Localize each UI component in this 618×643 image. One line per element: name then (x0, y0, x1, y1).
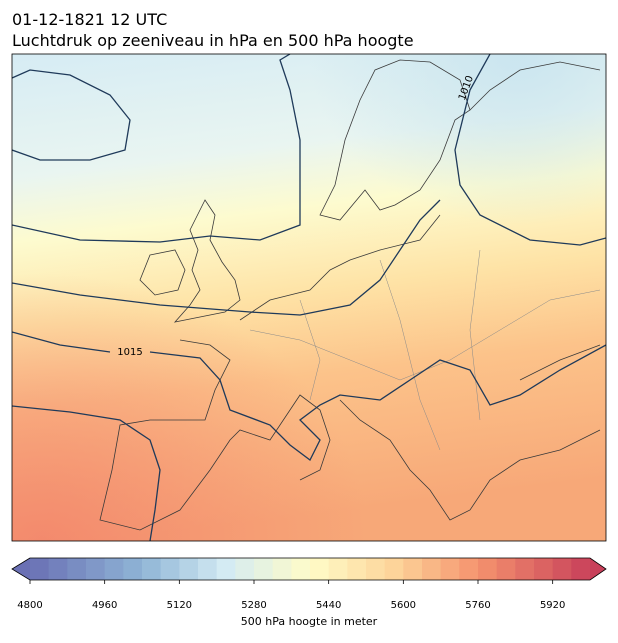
colorbar-bin (254, 558, 274, 580)
colorbar-bin (142, 558, 162, 580)
colorbar-bin (86, 558, 106, 580)
colorbar-bin (104, 558, 124, 580)
map (12, 54, 606, 541)
colorbar-bin (366, 558, 386, 580)
colorbar-bin (30, 558, 50, 580)
colorbar-bin (552, 558, 572, 580)
colorbar-bin (160, 558, 180, 580)
colorbar-bin (478, 558, 498, 580)
colorbar-tick-label: 5280 (241, 600, 266, 611)
colorbar-bin (216, 558, 236, 580)
colorbar-bin (310, 558, 330, 580)
colorbar-bin (48, 558, 68, 580)
colorbar-bin (384, 558, 404, 580)
colorbar-tick-label: 5920 (540, 600, 565, 611)
colorbar-outline (11, 557, 607, 581)
colorbar-tick-label: 5760 (465, 600, 490, 611)
colorbar-bin (291, 558, 311, 580)
title: 01-12-1821 12 UTC (12, 10, 167, 29)
colorbar-bin (403, 558, 423, 580)
colorbar-bin (422, 558, 442, 580)
colorbar-extend (12, 558, 30, 580)
contour-label: 1015 (117, 347, 142, 358)
colorbar-bin (515, 558, 535, 580)
subtitle: Luchtdruk op zeeniveau in hPa en 500 hPa… (12, 31, 414, 50)
colorbar-bin (571, 558, 591, 580)
colorbar-tick-label: 4800 (17, 600, 42, 611)
colorbar-tick-label: 5600 (391, 600, 416, 611)
colorbar-label: 500 hPa hoogte in meter (241, 615, 378, 628)
colorbar-bin (534, 558, 554, 580)
colorbar-bin (459, 558, 479, 580)
colorbar-bin (123, 558, 143, 580)
colorbar-bin (67, 558, 87, 580)
colorbar-bin (235, 558, 255, 580)
colorbar-bin (440, 558, 460, 580)
colorbar: 4800 4960 5120 5280 5440 5600 5760 5920 500 hPa … (11, 557, 607, 628)
colorbar-extend (590, 558, 606, 580)
colorbar-tick-label: 4960 (92, 600, 117, 611)
colorbar-bin (496, 558, 516, 580)
colorbar-bin (328, 558, 348, 580)
colorbar-bin (272, 558, 292, 580)
map-frame (11, 53, 607, 542)
colorbar-tick-label: 5120 (167, 600, 192, 611)
colorbar-bin (347, 558, 367, 580)
colorbar-tick-label: 5440 (316, 600, 341, 611)
colorbar-bin (179, 558, 199, 580)
colorbar-bin (198, 558, 218, 580)
